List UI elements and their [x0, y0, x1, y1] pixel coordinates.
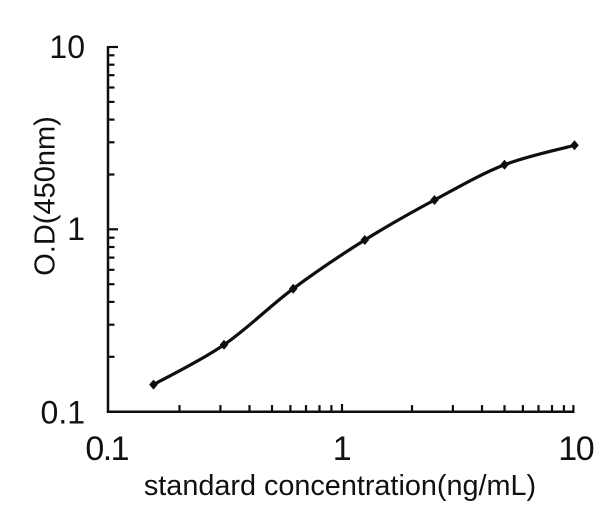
svg-text:O.D(450nm): O.D(450nm)	[30, 116, 62, 276]
svg-text:1: 1	[333, 430, 351, 468]
svg-text:10: 10	[558, 430, 593, 468]
svg-text:0.1: 0.1	[41, 395, 85, 431]
svg-text:1: 1	[67, 211, 85, 247]
svg-text:standard concentration(ng/mL): standard concentration(ng/mL)	[144, 470, 536, 502]
svg-text:0.1: 0.1	[85, 430, 128, 468]
svg-text:10: 10	[49, 29, 85, 65]
